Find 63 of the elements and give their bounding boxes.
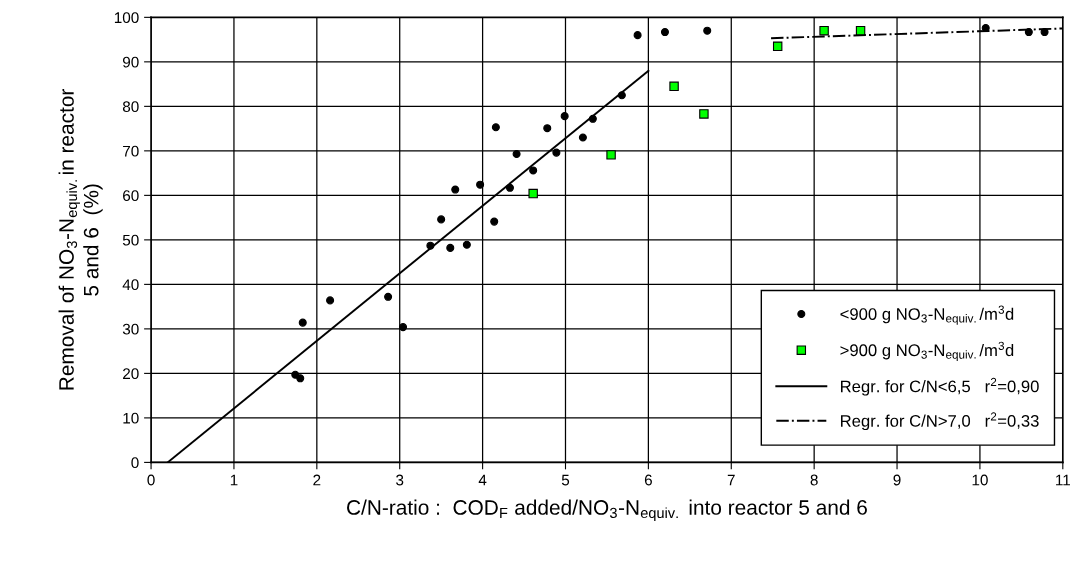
point <box>529 166 538 175</box>
point <box>578 133 587 142</box>
point <box>633 31 642 40</box>
point <box>669 81 679 92</box>
point <box>512 149 521 159</box>
point <box>528 188 538 199</box>
legend-label: Regr. for C/N<6,5 r$^{2}$=0,90 <box>841 377 1039 396</box>
point <box>437 215 446 224</box>
point <box>617 91 626 100</box>
point <box>1040 27 1049 37</box>
y-tick-label: 100 <box>114 12 139 24</box>
x-tick-label: 11 <box>1056 474 1070 486</box>
point <box>476 180 485 189</box>
point <box>505 183 514 192</box>
point <box>296 374 305 383</box>
point <box>560 112 569 121</box>
x-axis-title: C/N-ratio : COD$_{F}$ added/NO$_{3}$-N$_{equiv.}$ into reactor 5 and 6 <box>347 499 867 521</box>
legend-label: Regr. for C/N>7,0 r$^{2}$=0,33 <box>841 412 1039 431</box>
point <box>819 25 829 36</box>
y-tick-label: 20 <box>123 368 139 380</box>
x-tick-label: 1 <box>230 474 238 486</box>
y-tick-label: 50 <box>122 234 139 246</box>
point <box>855 25 866 36</box>
point <box>298 318 307 327</box>
legend-label: <900 g NO$_{3}$-N$_{equiv.}$/m$^{3}$d <box>840 305 1014 325</box>
point <box>491 123 500 132</box>
point <box>384 292 393 301</box>
point <box>543 124 552 133</box>
point <box>399 323 408 332</box>
point <box>426 241 435 250</box>
y-tick-label: 10 <box>123 412 139 424</box>
y-tick-label: 80 <box>122 101 139 113</box>
y-tick-label: 30 <box>122 323 139 335</box>
y-tick-label: 90 <box>122 56 139 68</box>
point <box>446 243 455 252</box>
x-tick-label: 2 <box>313 474 321 486</box>
point <box>772 41 783 51</box>
x-tick-label: 4 <box>478 474 487 486</box>
y-tick-label: 60 <box>123 190 139 202</box>
y-axis-title: Removal of NO$_{3}$-N$_{equiv.}$in reactor 5 and 6 (%) <box>58 88 103 390</box>
point <box>660 27 669 37</box>
x-tick-label: 7 <box>727 474 735 486</box>
x-tick-label: 3 <box>396 474 404 486</box>
x-tick-label: 0 <box>147 474 155 486</box>
point <box>326 296 335 305</box>
point <box>703 26 712 35</box>
point <box>606 150 616 160</box>
y-tick-label: 70 <box>123 145 139 157</box>
point <box>699 109 709 119</box>
x-tick-label: 5 <box>561 474 570 486</box>
x-tick-label: 9 <box>893 474 901 486</box>
y-tick-label: 0 <box>131 457 139 469</box>
x-tick-label: 6 <box>644 474 652 486</box>
point <box>490 217 499 226</box>
y-tick-label: 40 <box>122 279 139 291</box>
point <box>552 148 561 157</box>
point <box>1024 27 1033 37</box>
legend-label: >900 g NO$_{3}$-N$_{equiv.}$/m$^{3}$d <box>840 341 1014 362</box>
x-tick-label: 10 <box>972 474 988 486</box>
point <box>462 240 471 249</box>
point <box>588 114 597 123</box>
point <box>451 185 460 194</box>
x-tick-label: 8 <box>810 474 818 486</box>
